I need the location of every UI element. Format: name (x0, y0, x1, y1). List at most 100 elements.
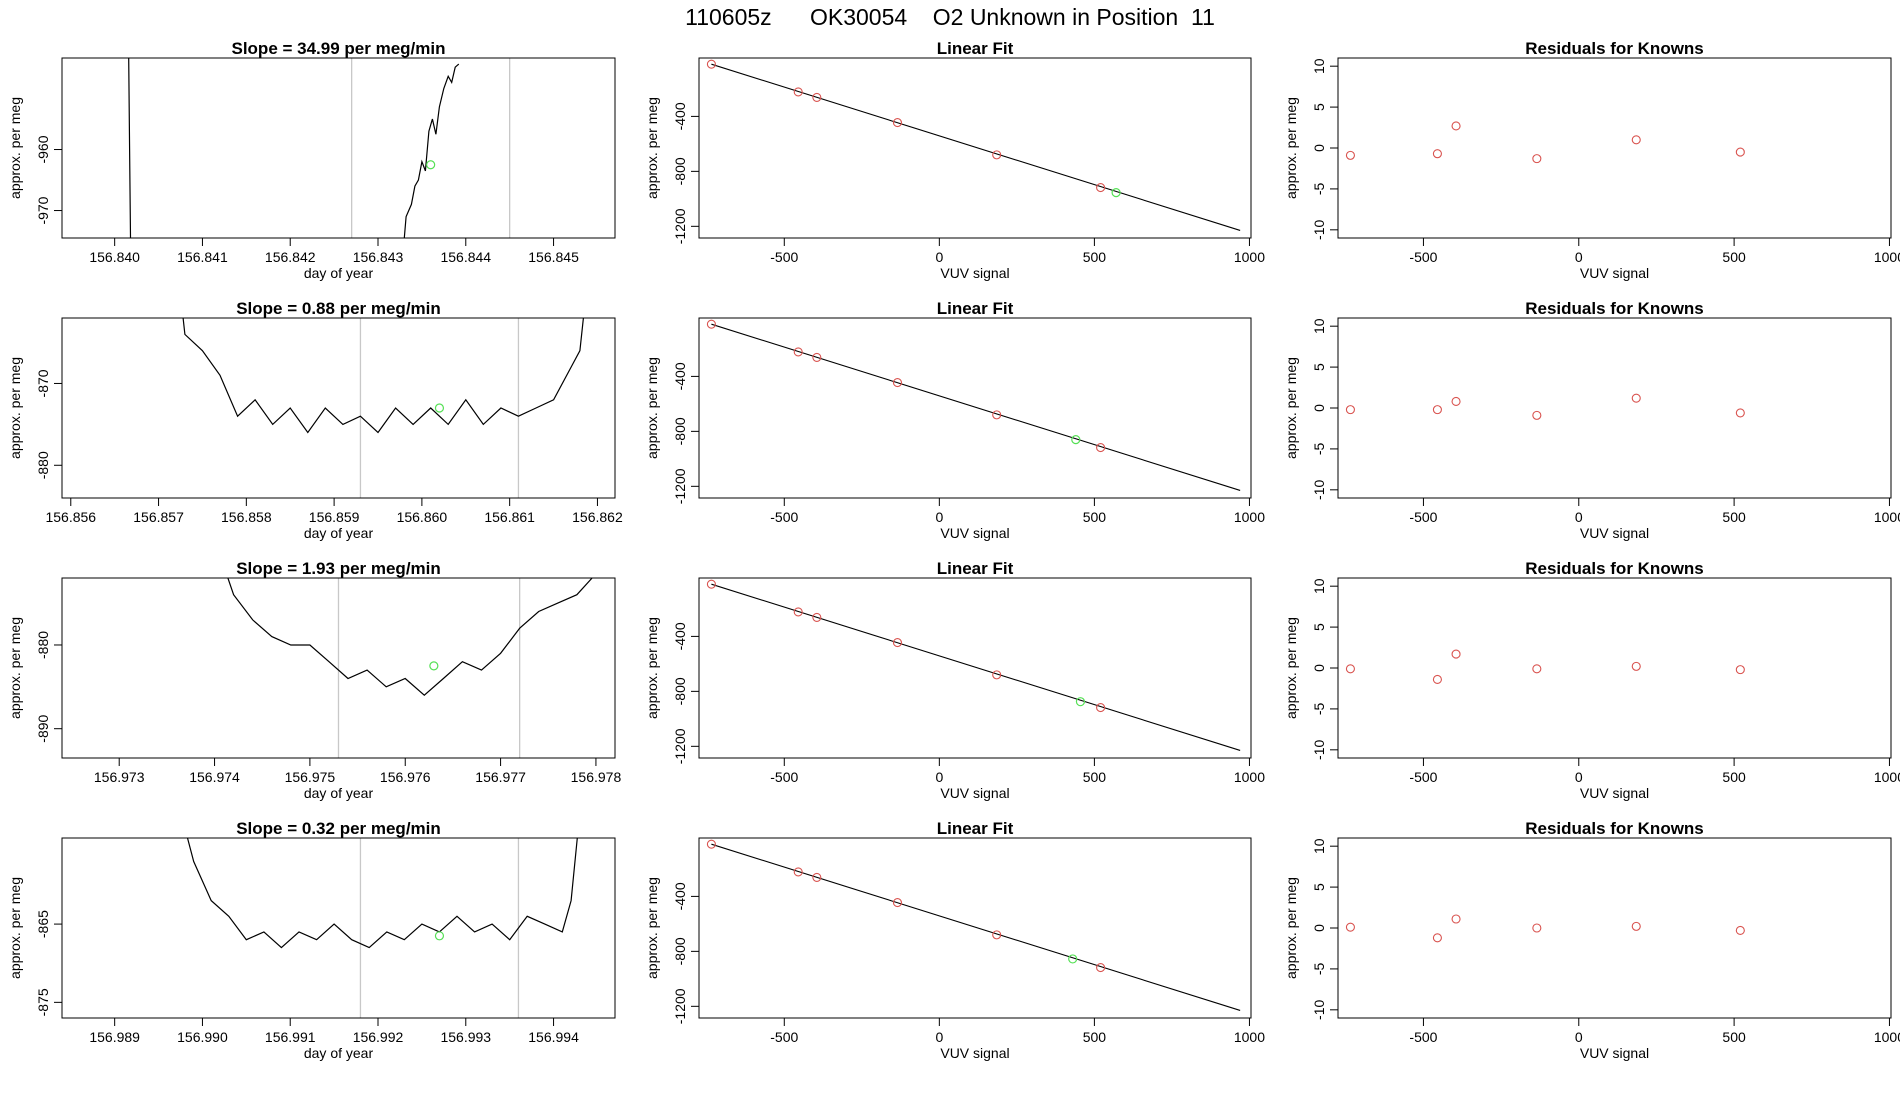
y-tick-label: -1200 (672, 208, 688, 244)
y-axis-label: approx. per meg (7, 877, 23, 979)
x-axis-label: VUV signal (1580, 265, 1649, 281)
x-tick-label: 500 (1083, 509, 1107, 525)
x-axis-label: VUV signal (940, 1045, 1009, 1061)
fit-line (711, 583, 1241, 751)
x-axis-label: VUV signal (940, 525, 1009, 541)
known-point (1532, 154, 1542, 164)
x-tick-label: 156.860 (397, 509, 448, 525)
series-line (186, 838, 578, 949)
plot-area (1345, 121, 1745, 164)
x-tick-label: 156.858 (221, 509, 272, 525)
y-tick-label: -10 (1311, 739, 1327, 759)
known-point (1345, 405, 1355, 415)
known-point (992, 670, 1002, 680)
known-point (1345, 664, 1355, 674)
plot-area (706, 319, 1241, 491)
known-point (1096, 703, 1106, 713)
known-point (812, 352, 822, 362)
plot-area (1345, 914, 1745, 943)
known-point (812, 872, 822, 882)
plot-title: Residuals for Knowns (1525, 819, 1704, 838)
x-tick-label: 500 (1083, 249, 1107, 265)
x-tick-label: 1000 (1874, 509, 1900, 525)
x-tick-label: 156.978 (571, 769, 622, 785)
y-tick-label: -890 (35, 714, 51, 742)
y-tick-label: -1200 (672, 468, 688, 504)
x-tick-label: 0 (1575, 1029, 1583, 1045)
y-tick-label: 5 (1311, 883, 1327, 891)
x-tick-label: 156.843 (353, 249, 404, 265)
x-tick-label: 156.991 (265, 1029, 316, 1045)
x-tick-label: 156.976 (380, 769, 431, 785)
known-point (793, 87, 803, 97)
x-axis-label: VUV signal (1580, 525, 1649, 541)
x-tick-label: 156.973 (94, 769, 145, 785)
series-line (128, 58, 132, 238)
y-tick-label: -880 (35, 631, 51, 659)
y-tick-label: 0 (1311, 144, 1327, 152)
plot-title: Residuals for Knowns (1525, 559, 1704, 578)
x-tick-label: 1000 (1234, 249, 1265, 265)
panel-2-2: Linear Fit -500 0 500 1000 VUV signal -400 -800… (644, 299, 1265, 541)
x-axis-label: VUV signal (940, 265, 1009, 281)
known-point (892, 378, 903, 388)
known-point (793, 607, 803, 617)
x-tick-label: 1000 (1234, 769, 1265, 785)
y-tick-label: -800 (672, 157, 688, 185)
fit-line (711, 843, 1241, 1011)
known-point (793, 347, 803, 357)
x-tick-label: 1000 (1874, 1029, 1900, 1045)
x-tick-label: 156.862 (572, 509, 623, 525)
plot-frame (698, 577, 1252, 759)
y-tick-label: -400 (672, 362, 688, 390)
plot-frame (1337, 57, 1892, 239)
y-axis-label: approx. per meg (7, 97, 23, 199)
y-tick-label: 0 (1311, 924, 1327, 932)
x-tick-label: 156.859 (309, 509, 360, 525)
known-point (992, 150, 1002, 160)
y-tick-label: -400 (672, 882, 688, 910)
known-point (1432, 405, 1442, 415)
plot-title: Slope = 0.32 per meg/min (236, 819, 441, 838)
panel-1-2: Linear Fit -500 0 500 1000 VUV signal -400 -800… (644, 39, 1265, 281)
panel-1-3: Residuals for Knowns -500 0 500 1000 VUV sign… (1283, 39, 1900, 281)
known-point (1735, 408, 1745, 418)
plot-area (227, 578, 593, 758)
unknown-point (1075, 697, 1086, 707)
known-point (1451, 396, 1461, 407)
x-tick-label: 500 (1722, 1029, 1746, 1045)
x-tick-label: 1000 (1234, 1029, 1265, 1045)
x-tick-label: 500 (1083, 1029, 1107, 1045)
plot-frame (698, 837, 1252, 1019)
plot-title: Linear Fit (937, 819, 1014, 838)
known-point (706, 839, 716, 849)
y-tick-label: -800 (672, 937, 688, 965)
x-tick-label: 156.977 (475, 769, 526, 785)
plot-title: Linear Fit (937, 559, 1014, 578)
panel-2-1: Slope = 0.88 per meg/min 156.856 156.857 15… (7, 299, 623, 541)
x-tick-label: 156.857 (133, 509, 184, 525)
known-point (706, 579, 716, 589)
plot-area (1345, 393, 1745, 420)
x-tick-label: -500 (770, 1029, 798, 1045)
x-tick-label: -500 (1409, 1029, 1437, 1045)
y-tick-label: -800 (672, 677, 688, 705)
y-axis-label: approx. per meg (7, 617, 23, 719)
panel-3-1: Slope = 1.93 per meg/min 156.973 156.974 15… (7, 559, 621, 801)
x-tick-label: 156.989 (89, 1029, 140, 1045)
x-tick-label: 156.993 (440, 1029, 491, 1045)
series-line (227, 578, 593, 696)
known-point (1345, 922, 1355, 932)
x-tick-label: 1000 (1874, 769, 1900, 785)
unknown-point (434, 931, 445, 941)
x-tick-label: -500 (770, 769, 798, 785)
x-tick-label: 500 (1722, 509, 1746, 525)
known-point (706, 59, 716, 69)
known-point (1532, 410, 1542, 420)
x-tick-label: -500 (770, 249, 798, 265)
known-point (1631, 135, 1641, 145)
unknown-point (1068, 954, 1078, 964)
y-tick-label: 10 (1311, 58, 1327, 74)
known-point (1432, 674, 1442, 685)
plot-area (706, 839, 1241, 1011)
